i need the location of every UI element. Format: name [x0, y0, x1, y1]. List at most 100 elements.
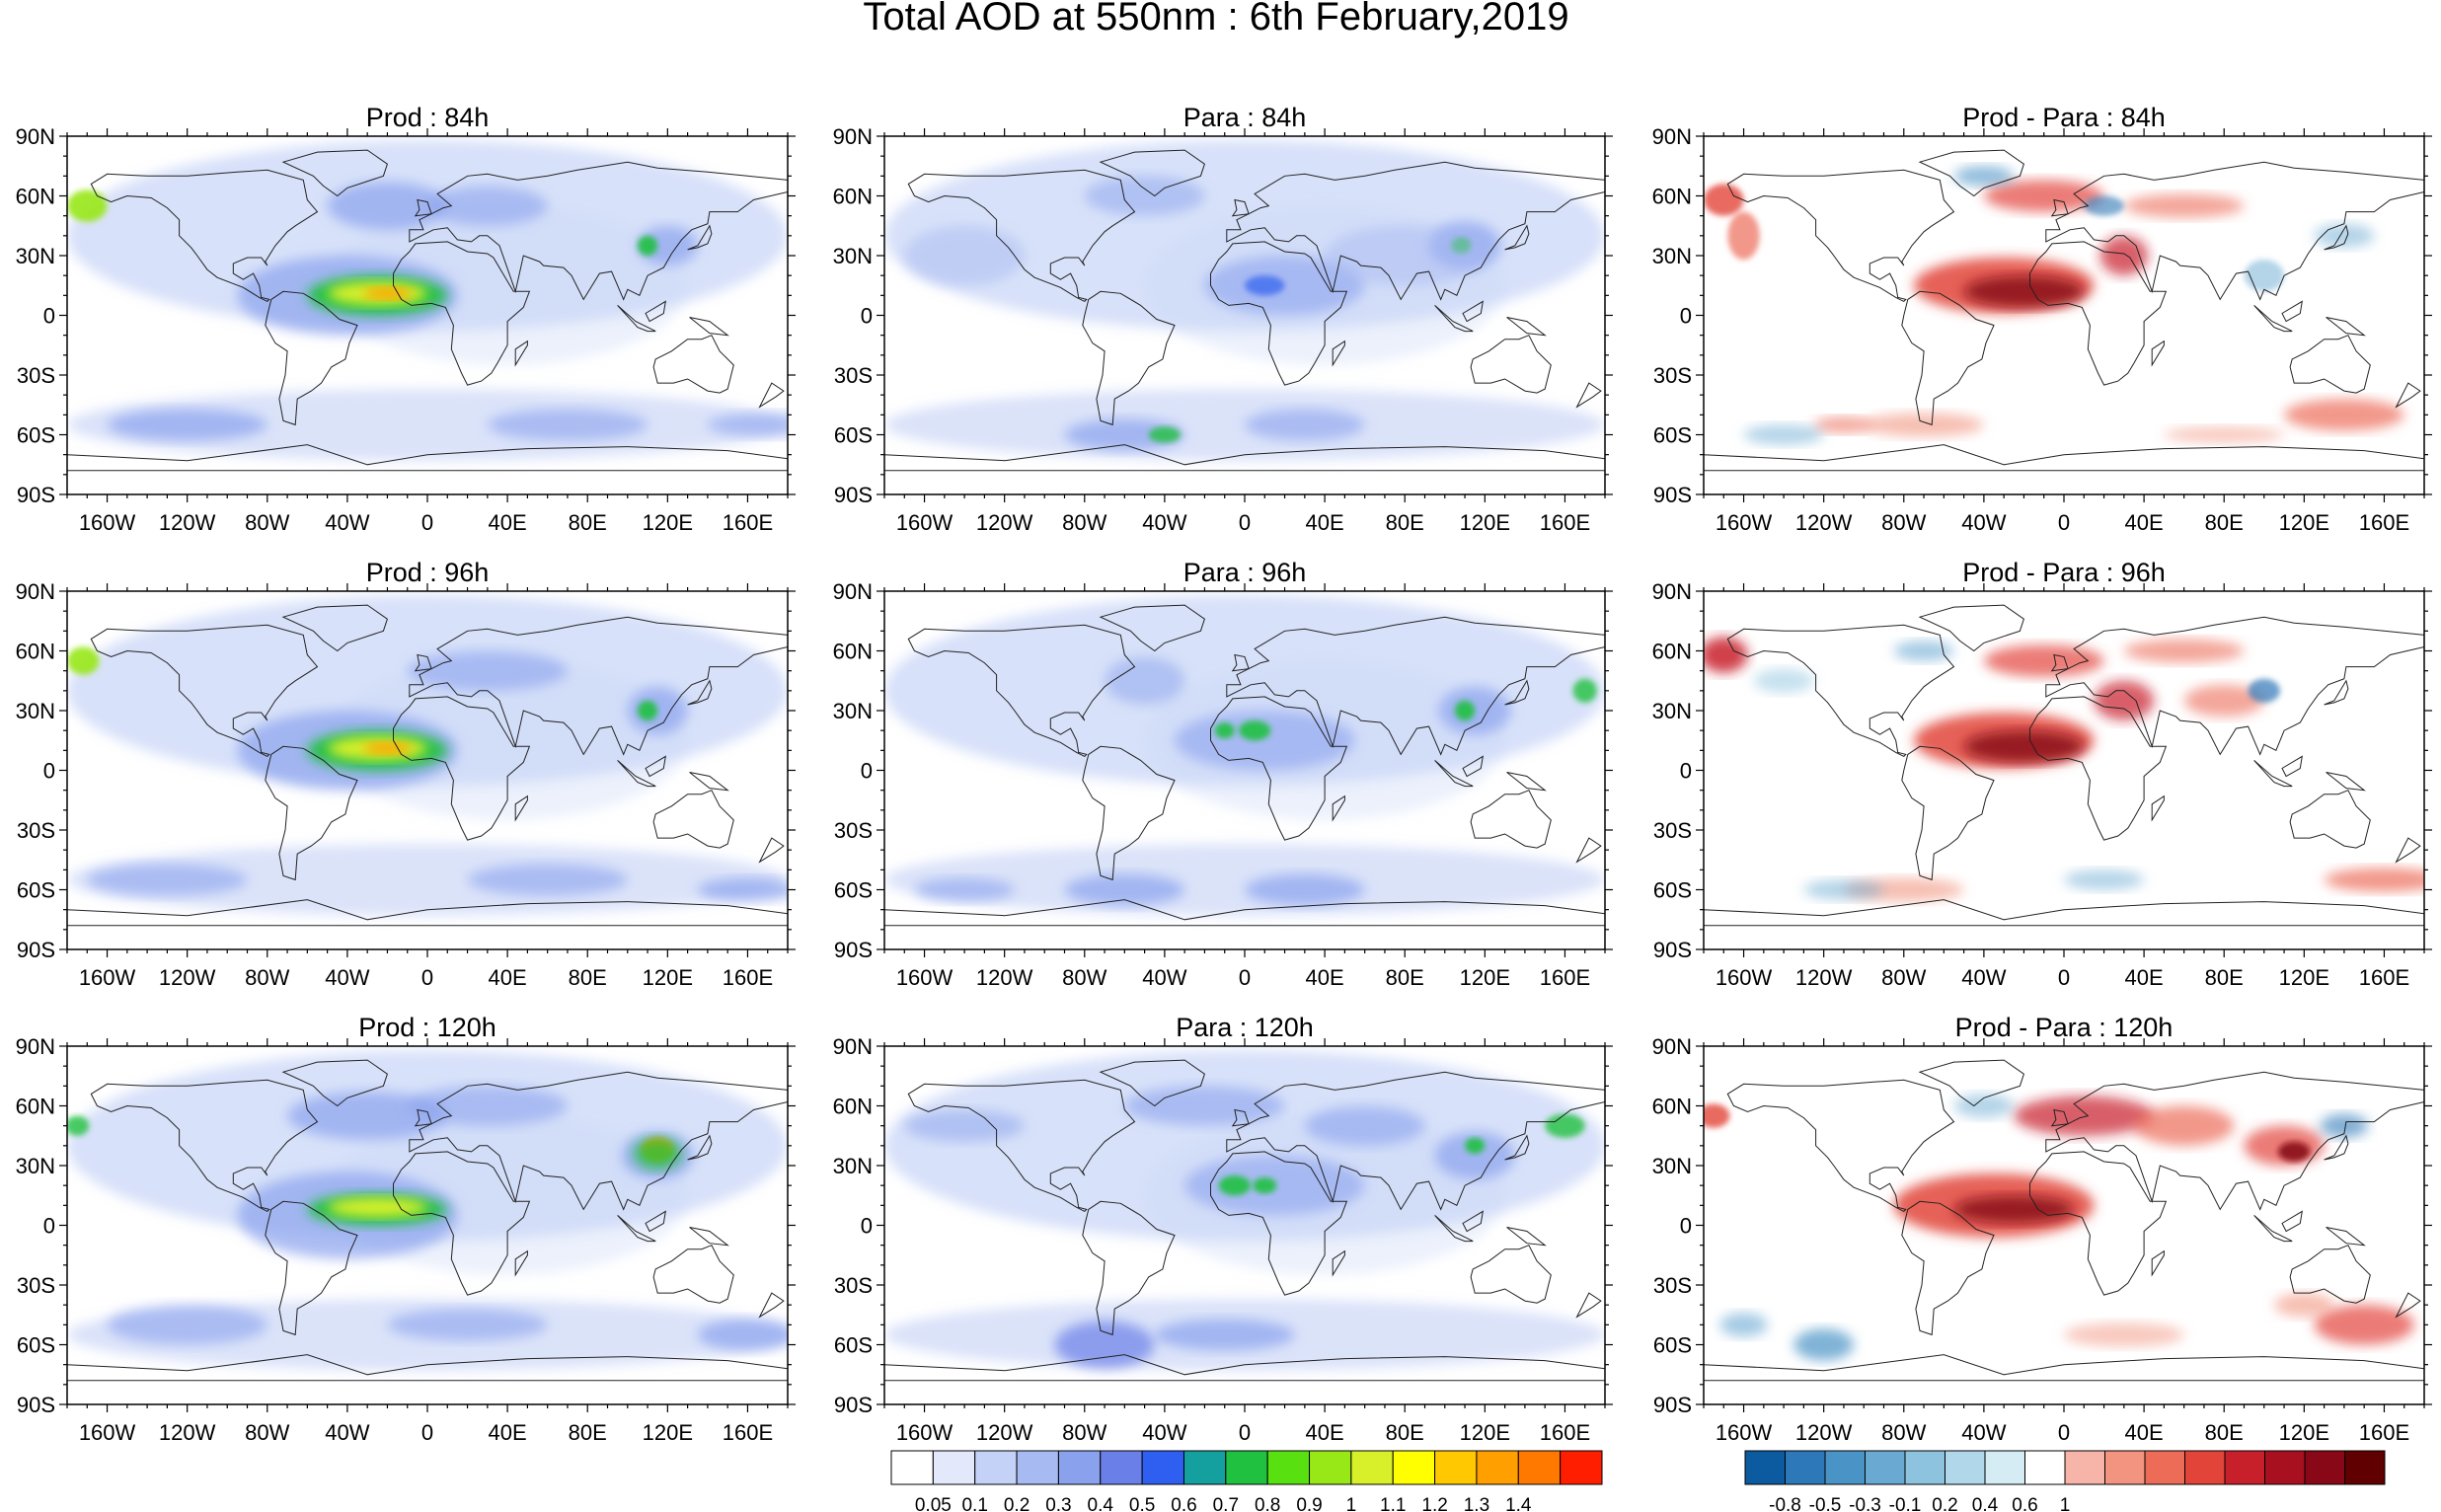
- colorbar-label: 0.2: [1004, 1495, 1030, 1512]
- lat-label: 60N: [16, 185, 55, 209]
- colorbar-label: 0.3: [1045, 1495, 1071, 1512]
- lon-label: 120E: [1460, 965, 1510, 990]
- lat-label: 90N: [833, 1034, 873, 1059]
- map-panel: 160W 120W 80W 40W 0 40E 80E 120E 160E 90N 60N 30N 0 3…: [833, 1013, 1613, 1445]
- lon-label: 0: [2058, 965, 2070, 990]
- lon-label: 40W: [325, 510, 369, 535]
- coastline: [1332, 1249, 1345, 1277]
- colorbar-swatch: [890, 1450, 934, 1485]
- colorbar-label: 0.5: [1129, 1495, 1155, 1512]
- field-blob: [363, 742, 412, 755]
- lon-label: 40W: [1961, 510, 2006, 535]
- coastline: [1210, 241, 1348, 386]
- colorbar-swatch: [1517, 1450, 1562, 1485]
- coastlines: [1704, 604, 2424, 927]
- colorbar-swatch: [1434, 1450, 1478, 1485]
- coastlines: [884, 149, 1605, 472]
- field-blob: [2320, 1113, 2369, 1138]
- colorbar-label: 0.6: [1171, 1495, 1196, 1512]
- coastlines: [67, 604, 788, 927]
- lat-label: 60S: [834, 423, 873, 448]
- lon-label: 120W: [1795, 965, 1853, 990]
- coastline: [393, 696, 531, 841]
- coastline: [907, 624, 1136, 758]
- colorbar-swatch: [1824, 1450, 1866, 1485]
- coastline: [2289, 335, 2371, 394]
- field-blob: [67, 389, 788, 461]
- lon-label: 80W: [245, 510, 289, 535]
- lat-label: 60S: [1653, 878, 1692, 903]
- lat-label: 0: [861, 759, 873, 784]
- lon-label: 80W: [1062, 965, 1106, 990]
- coastline: [1434, 305, 1474, 333]
- colorbar-swatch: [2104, 1450, 2146, 1485]
- field-blob: [1793, 1328, 1855, 1361]
- field-blob: [1148, 426, 1182, 443]
- lon-label: 40E: [2125, 510, 2164, 535]
- colorbar-label: 1: [1346, 1495, 1357, 1512]
- coastline: [689, 317, 729, 337]
- lat-label: 0: [861, 1214, 873, 1239]
- coastline: [1575, 382, 1602, 409]
- field-blob: [1084, 176, 1205, 216]
- panel-title: Para : 120h: [1176, 1013, 1314, 1042]
- map-panel: 160W 120W 80W 40W 0 40E 80E 120E 160E 90N 60N 30N 0 3…: [16, 1013, 796, 1445]
- lon-label: 0: [421, 510, 433, 535]
- coastline: [884, 1354, 1605, 1382]
- coastline: [1434, 1215, 1474, 1243]
- lon-label: 80W: [1062, 1420, 1106, 1445]
- field-blob: [1154, 1319, 1295, 1351]
- coastline: [1901, 1200, 1995, 1336]
- field-blob: [627, 686, 688, 735]
- field-blob: [1438, 686, 1511, 735]
- lon-label: 40E: [2125, 965, 2164, 990]
- field-blob: [1064, 418, 1185, 451]
- coastline: [1704, 444, 2424, 472]
- coastline: [1726, 624, 1955, 758]
- coastline: [2151, 1249, 2165, 1277]
- colorbar-label: 0.7: [1213, 1495, 1239, 1512]
- lat-label: 30S: [1653, 818, 1692, 843]
- colorbar-swatch: [2304, 1450, 2345, 1485]
- coastlines: [1704, 1059, 2424, 1382]
- coastline: [1918, 604, 2024, 652]
- lon-label: 160E: [1540, 510, 1590, 535]
- lat-label: 60N: [833, 1095, 873, 1119]
- coastline: [617, 305, 656, 333]
- colorbars: 0.05 0.1 0.2 0.3 0.4 0.5 0.6 0.7 0.8 0.9 1 1.1 1.2 1.…: [890, 1450, 2386, 1512]
- lon-label: 160E: [723, 510, 773, 535]
- field-blob: [1304, 1105, 1425, 1146]
- lon-label: 120E: [2279, 1420, 2329, 1445]
- field-blob: [1204, 256, 1365, 316]
- field-blob: [637, 225, 698, 266]
- lat-label: 30S: [17, 1273, 55, 1298]
- field-blob: [427, 186, 548, 226]
- coastline: [1506, 772, 1547, 792]
- coastline: [414, 1108, 432, 1127]
- field-blob: [327, 182, 448, 230]
- colorbar-swatch: [1785, 1450, 1826, 1485]
- lat-label: 30S: [1653, 1273, 1692, 1298]
- coastline: [2029, 696, 2168, 841]
- coastline: [2326, 317, 2366, 337]
- coastline: [67, 1354, 788, 1382]
- coastline: [1099, 1059, 1205, 1107]
- coastline: [1462, 300, 1484, 323]
- lon-label: 120W: [159, 510, 216, 535]
- colorbar-swatch: [1945, 1450, 1986, 1485]
- coastline: [265, 745, 358, 881]
- lat-label: 30N: [16, 244, 55, 268]
- coastline: [265, 290, 358, 426]
- colorbar-swatch: [1744, 1450, 1786, 1485]
- coastline: [758, 382, 785, 409]
- lat-label: 90N: [1652, 1034, 1692, 1059]
- coastline: [2281, 755, 2303, 778]
- coastline: [2324, 679, 2349, 706]
- coastline: [1210, 696, 1348, 841]
- figure-title: Total AOD at 550nm : 6th February,2019: [863, 0, 1568, 38]
- colorbar-label: -0.5: [1809, 1495, 1842, 1512]
- colorbar-swatch: [2064, 1450, 2105, 1485]
- field-blob: [1963, 275, 2085, 308]
- lat-label: 60S: [834, 878, 873, 903]
